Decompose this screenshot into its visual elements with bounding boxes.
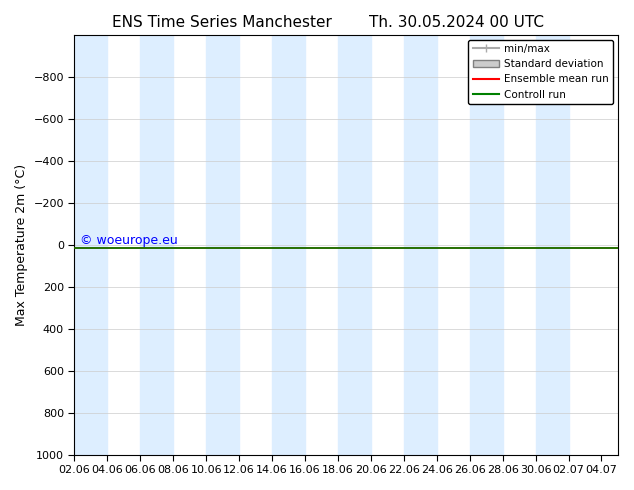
Bar <box>74 35 107 455</box>
Bar <box>140 35 173 455</box>
Legend: min/max, Standard deviation, Ensemble mean run, Controll run: min/max, Standard deviation, Ensemble me… <box>469 40 612 104</box>
Text: Th. 30.05.2024 00 UTC: Th. 30.05.2024 00 UTC <box>369 15 544 30</box>
Bar <box>338 35 371 455</box>
Bar <box>272 35 305 455</box>
Text: ENS Time Series Manchester: ENS Time Series Manchester <box>112 15 332 30</box>
Bar <box>206 35 239 455</box>
Bar <box>404 35 437 455</box>
Bar <box>536 35 569 455</box>
Bar <box>470 35 503 455</box>
Text: © woeurope.eu: © woeurope.eu <box>80 234 178 247</box>
Y-axis label: Max Temperature 2m (°C): Max Temperature 2m (°C) <box>15 164 28 326</box>
